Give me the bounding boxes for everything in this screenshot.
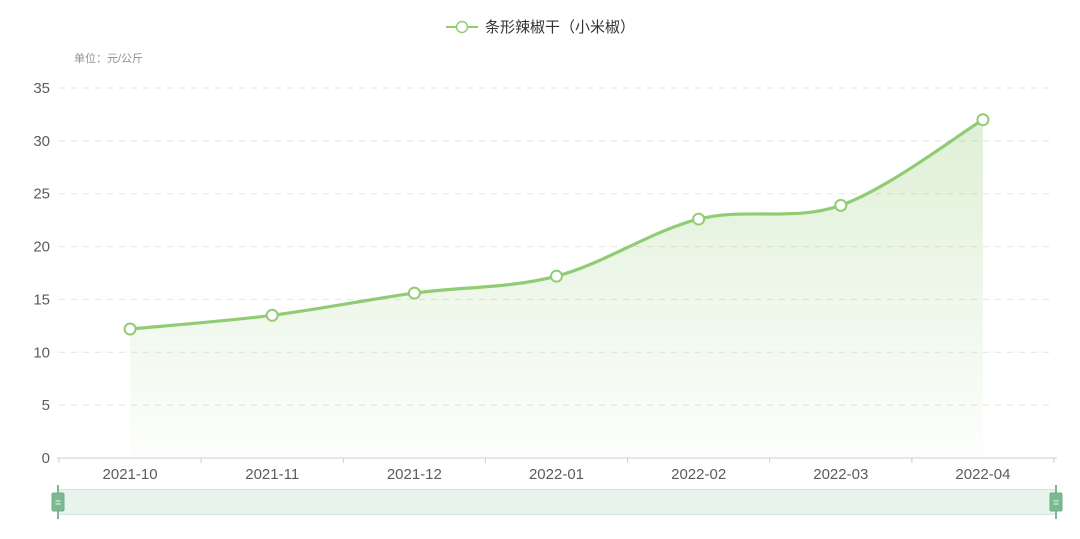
svg-text:20: 20: [33, 239, 50, 256]
svg-text:25: 25: [33, 186, 50, 203]
data-point-2022-03[interactable]: [834, 198, 848, 212]
svg-text:2021-11: 2021-11: [245, 466, 299, 483]
line-series-legend-icon: [445, 20, 478, 33]
data-point-2021-10[interactable]: [123, 322, 137, 336]
data-point-2022-01[interactable]: [550, 269, 563, 283]
y-axis-unit-label: 单位：元/公斤: [74, 53, 144, 65]
svg-text:15: 15: [33, 291, 50, 308]
x-axis: [57, 457, 1057, 463]
legend-item-label: 条形辣椒干（小米椒）: [484, 19, 635, 36]
y-axis-labels: 0 5 10 15 20 25 30 35: [33, 80, 50, 467]
data-zoom-right-handle[interactable]: [1049, 492, 1063, 512]
series-area-fill: [130, 119, 983, 458]
svg-text:0: 0: [42, 450, 50, 467]
legend-item-series[interactable]: 条形辣椒干（小米椒）: [445, 16, 635, 37]
data-zoom-slider[interactable]: [51, 485, 1063, 519]
data-zoom-left-handle[interactable]: [51, 492, 65, 512]
data-points: [123, 113, 990, 336]
svg-text:2022-02: 2022-02: [671, 466, 726, 483]
svg-text:2021-12: 2021-12: [387, 466, 442, 483]
svg-text:10: 10: [33, 344, 50, 361]
svg-text:5: 5: [42, 397, 50, 414]
svg-text:35: 35: [33, 80, 50, 97]
svg-text:2022-03: 2022-03: [813, 466, 868, 483]
x-axis-labels: 2021-10 2021-11 2021-12 2022-01 2022-02 2022-…: [103, 466, 1011, 483]
data-point-2022-02[interactable]: [692, 212, 706, 226]
svg-text:2022-04: 2022-04: [955, 466, 1010, 483]
svg-text:30: 30: [33, 133, 50, 150]
svg-text:2022-01: 2022-01: [529, 466, 584, 483]
legend: 条形辣椒干（小米椒）: [0, 16, 1080, 37]
data-point-2021-11[interactable]: [265, 308, 279, 322]
data-point-2022-04[interactable]: [976, 113, 990, 127]
svg-text:2021-10: 2021-10: [103, 466, 158, 483]
data-point-2021-12[interactable]: [407, 286, 421, 300]
chart-plot-area[interactable]: 0 5 10 15 20 25 30 35 2021-10 2021-11 2021-12 2022-…: [0, 0, 1080, 485]
